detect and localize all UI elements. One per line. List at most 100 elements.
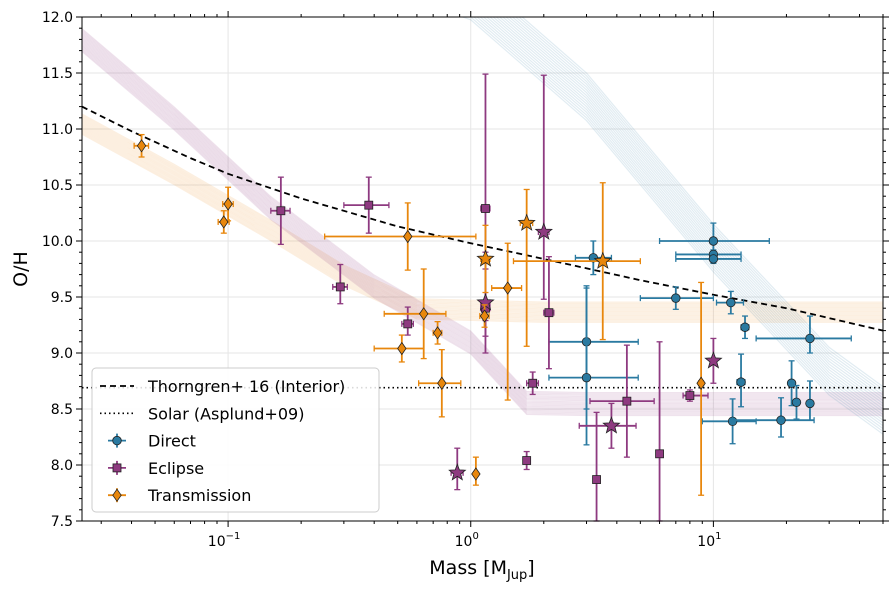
model-line — [495, 17, 883, 410]
y-tick-label: 9.5 — [51, 290, 73, 306]
model-line — [82, 129, 883, 319]
x-axis-label-main: Mass [M — [429, 557, 507, 579]
model-line — [82, 30, 883, 396]
y-tick-label: 8.5 — [51, 402, 73, 418]
legend-label: Solar (Asplund+09) — [148, 404, 304, 423]
model-line — [82, 47, 883, 413]
data-point — [776, 415, 786, 425]
model-line — [82, 49, 883, 415]
model-line — [82, 48, 883, 414]
axis-ticks: 7.5 8.0 8.5 9.0 9.5 10.0 10.5 11.0 11.5 12.0 10−1 1… — [42, 10, 889, 550]
model-line — [508, 17, 883, 399]
model-line — [82, 28, 883, 394]
model-line — [82, 51, 883, 417]
data-point-star — [517, 213, 536, 231]
model-line — [82, 116, 883, 306]
data-point-star — [534, 222, 553, 240]
model-line — [82, 29, 883, 395]
model-line — [473, 17, 883, 430]
model-line — [485, 17, 883, 418]
model-line — [501, 17, 883, 404]
data-point — [223, 197, 233, 211]
y-tick-label: 12.0 — [42, 10, 73, 26]
data-point — [622, 396, 632, 406]
model-line — [492, 17, 883, 413]
data-point — [685, 391, 695, 400]
data-point-star — [476, 249, 495, 267]
data-point — [786, 378, 797, 388]
data-point — [437, 376, 447, 390]
data-point-star — [593, 251, 612, 269]
model-line — [498, 17, 883, 407]
y-tick-label: 11.5 — [42, 66, 73, 82]
legend-label: Eclipse — [148, 459, 204, 478]
data-point — [726, 297, 736, 308]
x-axis-label-sub: Jup — [506, 568, 527, 583]
data-point-star — [448, 463, 467, 481]
data-point-star — [602, 416, 621, 434]
y-tick-label: 7.5 — [51, 514, 73, 530]
data-point — [708, 236, 719, 246]
model-line — [82, 45, 883, 411]
data-point — [419, 307, 429, 321]
model-line — [521, 17, 883, 388]
x-axis-label-close: ] — [527, 557, 534, 579]
model-line — [82, 128, 883, 318]
legend-label: Transmission — [147, 486, 251, 505]
model-line — [82, 117, 883, 307]
data-point — [805, 398, 815, 409]
y-axis-label: O/H — [10, 251, 32, 287]
legend: Thorngren+ 16 (Interior) Solar (Asplund+0… — [91, 367, 380, 513]
data-point-star — [704, 351, 723, 369]
x-tick-label: 101 — [697, 531, 721, 550]
data-point — [805, 333, 815, 344]
legend-swatch-marker — [112, 488, 122, 502]
y-tick-label: 10.0 — [42, 234, 73, 250]
model-line — [489, 17, 883, 416]
model-line — [82, 44, 883, 410]
model-line — [505, 17, 883, 402]
reference-lines — [82, 105, 883, 389]
data-point — [479, 309, 490, 323]
model-line — [82, 32, 883, 398]
data-point — [696, 376, 706, 390]
data-point — [397, 341, 407, 356]
model-line — [82, 120, 883, 310]
data-point — [432, 326, 443, 340]
data-point — [528, 378, 538, 388]
data-point — [219, 215, 229, 229]
thorngren-line — [82, 105, 883, 332]
data-point — [544, 308, 554, 318]
model-line — [82, 114, 883, 305]
data-point — [403, 319, 413, 329]
data-point — [276, 206, 286, 216]
legend-label: Thorngren+ 16 (Interior) — [147, 377, 345, 396]
model-line — [82, 33, 883, 399]
model-line — [479, 17, 883, 424]
data-points — [133, 73, 852, 522]
data-point — [708, 254, 719, 264]
legend-swatch-marker — [112, 435, 122, 446]
data-point — [592, 475, 601, 484]
data-point — [481, 204, 490, 213]
legend-box — [91, 367, 380, 513]
model-line — [476, 17, 883, 427]
model-line — [514, 17, 883, 393]
data-point — [335, 282, 345, 292]
data-point — [581, 372, 592, 383]
legend-label: Direct — [148, 432, 196, 451]
data-point — [522, 456, 532, 465]
model-line — [511, 17, 883, 396]
x-tick-label: 10−1 — [208, 531, 241, 550]
data-point — [503, 281, 513, 295]
legend-swatch-marker — [112, 463, 122, 473]
y-tick-label: 9.0 — [51, 346, 73, 362]
plot-frame — [81, 16, 884, 522]
model-line — [82, 118, 883, 309]
model-line — [468, 17, 883, 432]
series-direct — [548, 222, 852, 446]
data-point — [471, 467, 481, 481]
data-point-star — [476, 292, 495, 311]
data-point — [136, 139, 147, 153]
